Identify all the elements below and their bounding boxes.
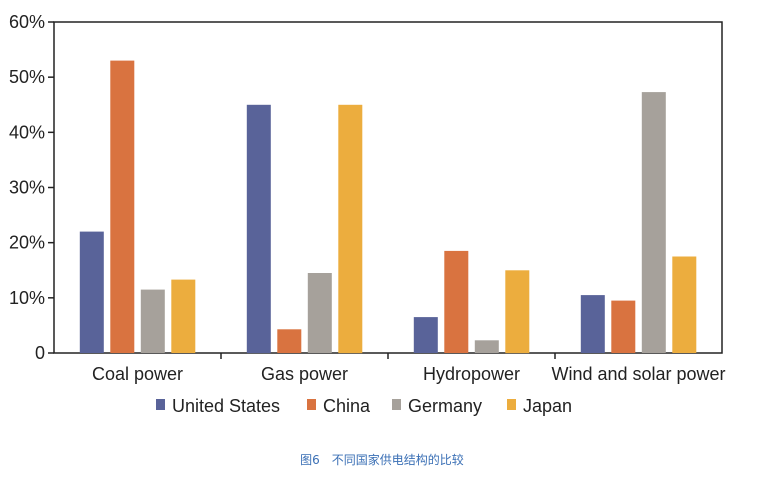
bar-united-states [413, 317, 438, 353]
bar-united-states [246, 104, 271, 354]
y-tick-label: 50% [9, 67, 45, 87]
bars [79, 60, 697, 354]
bar-china [277, 329, 302, 353]
x-category-label: Coal power [92, 364, 183, 384]
legend: United States China Germany Japan [156, 396, 572, 416]
legend-swatch [307, 399, 316, 410]
bar-germany [140, 289, 165, 353]
y-axis: 0 10% 20% 30% 40% 50% 60% [9, 12, 54, 363]
y-tick-label: 30% [9, 178, 45, 198]
y-tick-label: 20% [9, 233, 45, 253]
x-axis: Coal power Gas power Hydropower Wind and so… [92, 353, 726, 384]
bar-china [110, 60, 135, 353]
bar-china [444, 250, 469, 353]
legend-swatch [156, 399, 165, 410]
legend-label: China [323, 396, 371, 416]
x-category-label: Gas power [261, 364, 348, 384]
bar-united-states [580, 295, 605, 353]
bar-germany [641, 92, 666, 353]
bar-china [611, 300, 636, 353]
legend-swatch [507, 399, 516, 410]
legend-swatch [392, 399, 401, 410]
y-tick-label: 40% [9, 122, 45, 142]
bar-japan [171, 279, 196, 353]
bar-germany [307, 273, 332, 353]
bar-united-states [79, 231, 104, 353]
y-tick-label: 0 [35, 343, 45, 363]
y-tick-label: 10% [9, 288, 45, 308]
figure-caption: 图6 不同国家供电结构的比较 [300, 453, 464, 467]
x-category-label: Wind and solar power [551, 364, 725, 384]
bar-germany [474, 340, 499, 353]
legend-label: Germany [408, 396, 482, 416]
legend-label: United States [172, 396, 280, 416]
bar-japan [338, 104, 363, 354]
x-category-label: Hydropower [423, 364, 520, 384]
legend-label: Japan [523, 396, 572, 416]
bar-japan [505, 270, 530, 354]
y-tick-label: 60% [9, 12, 45, 32]
bar-japan [672, 256, 697, 353]
